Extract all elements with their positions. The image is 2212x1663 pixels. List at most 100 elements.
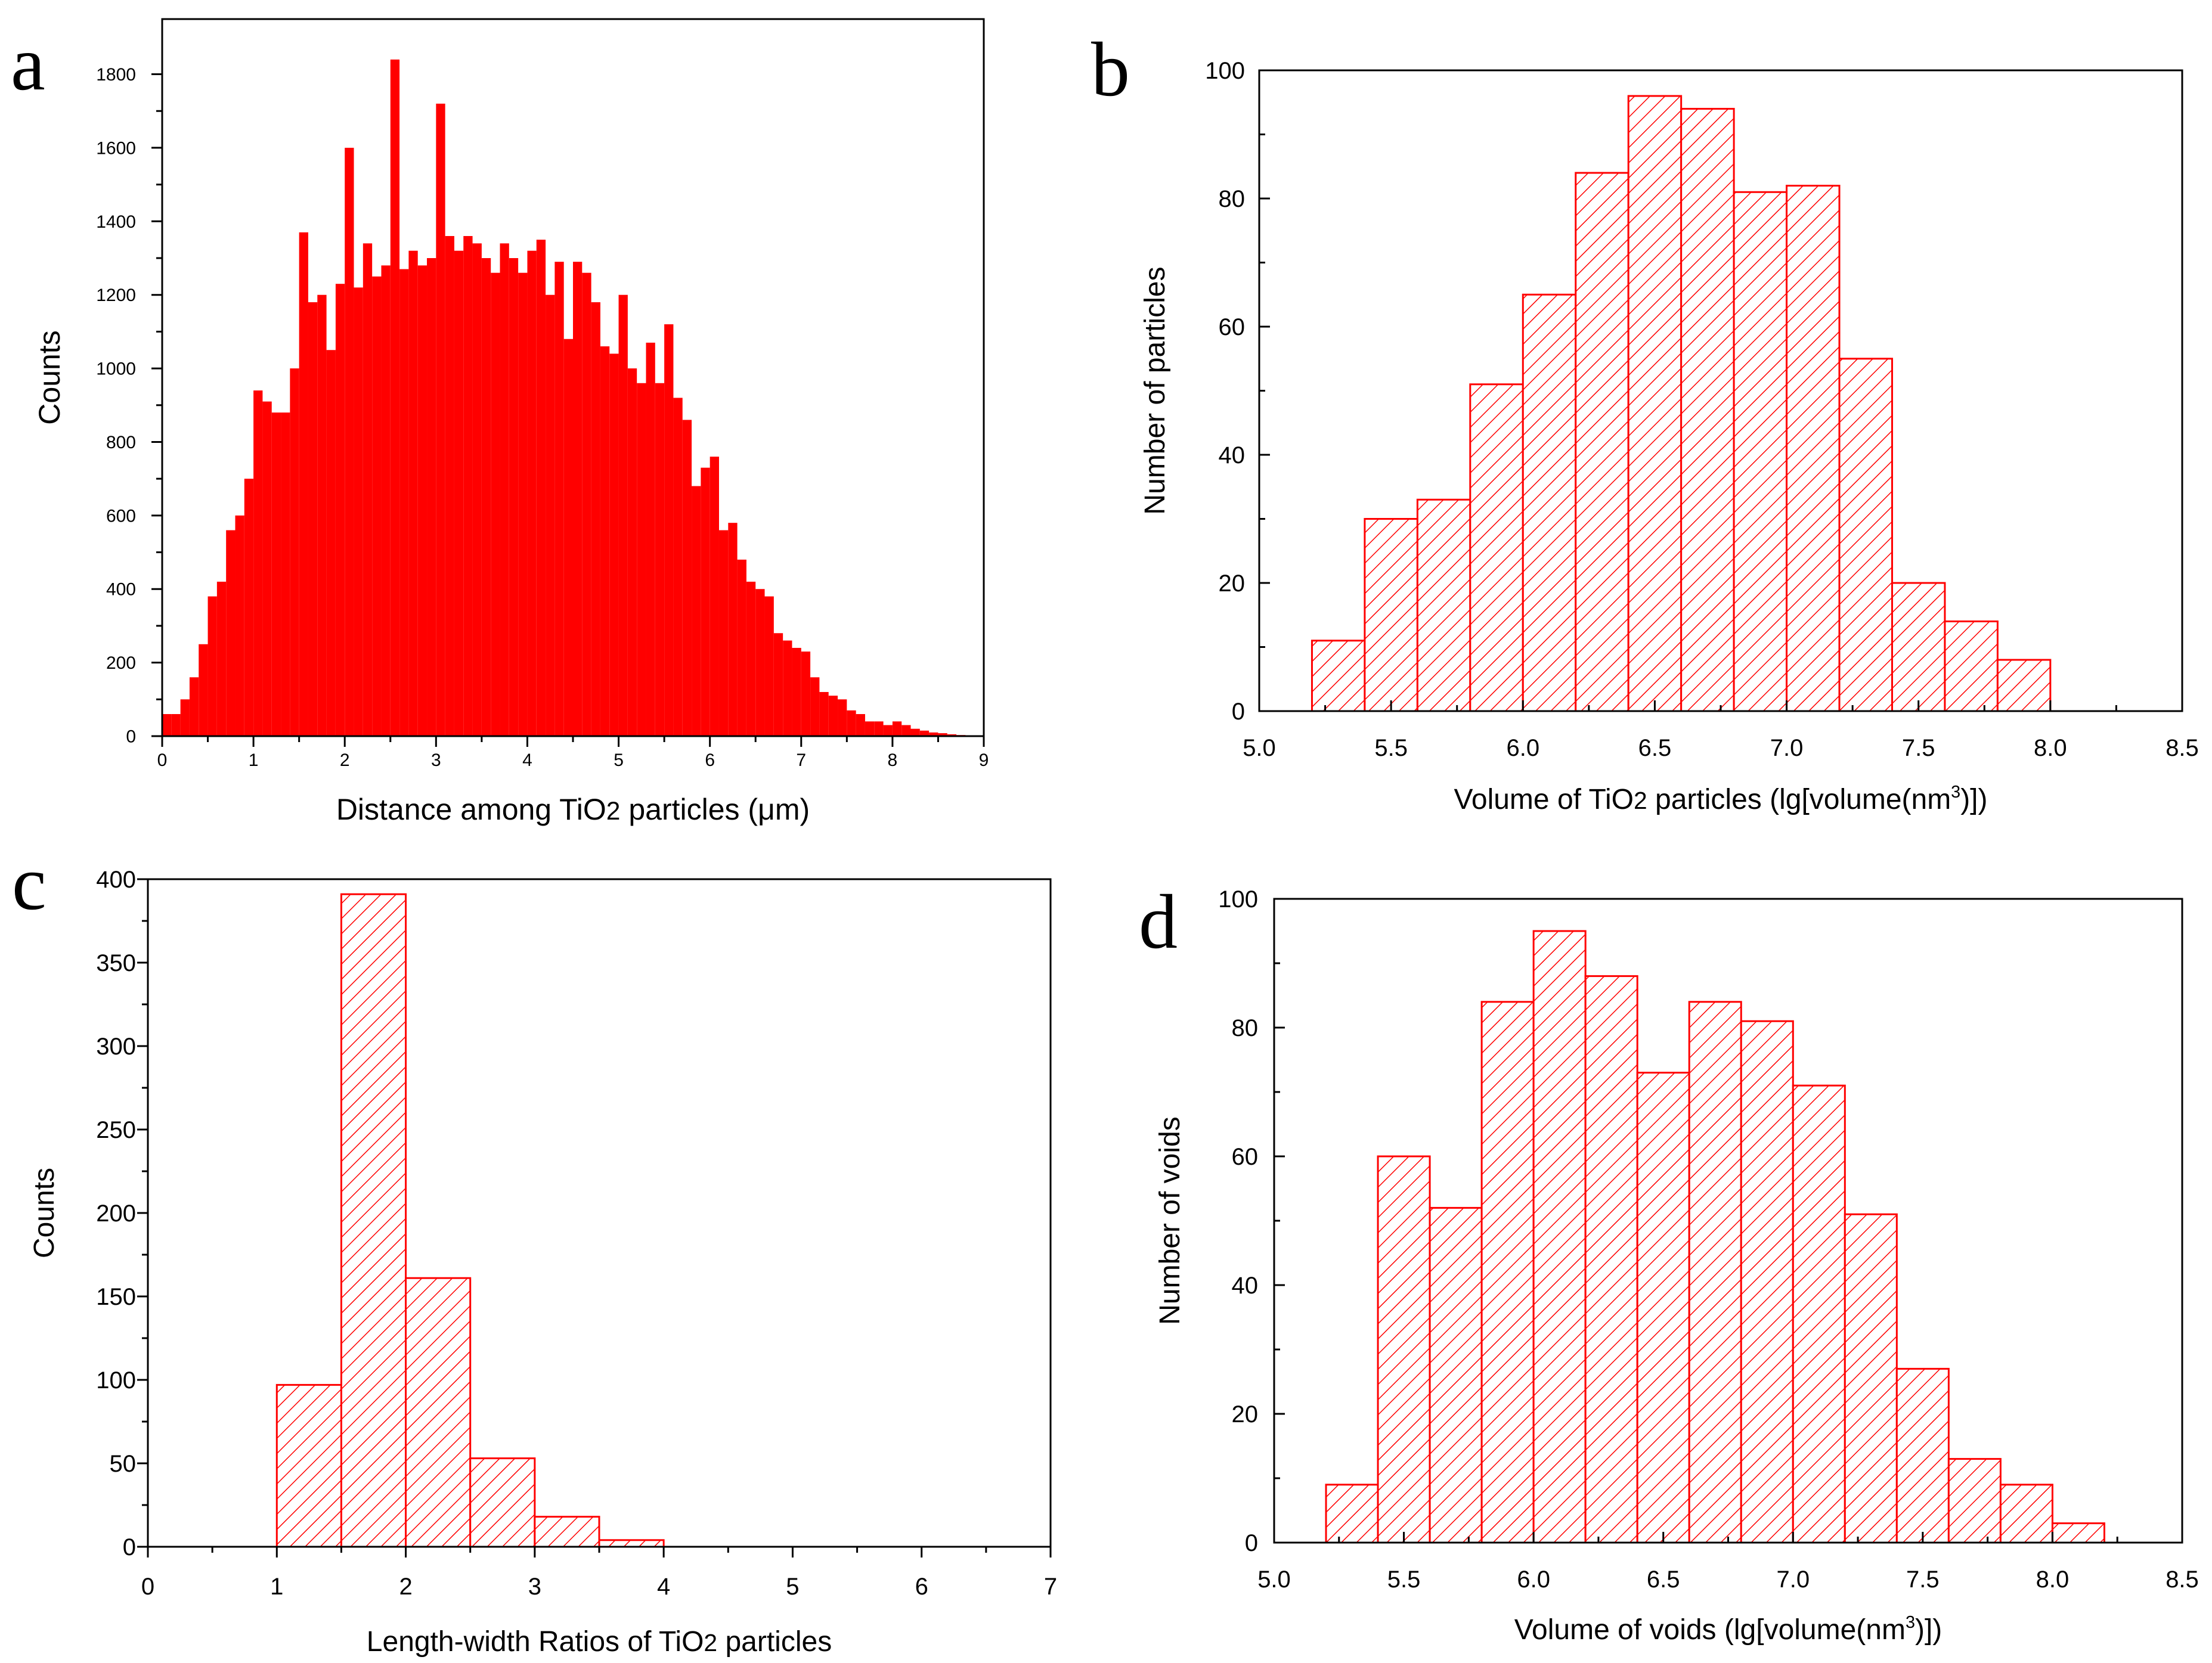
bar [801, 651, 811, 736]
y-tick-label: 1600 [96, 138, 136, 158]
x-tick-label: 5 [614, 750, 624, 770]
bar [253, 390, 263, 736]
x-tick-label: 6.0 [1506, 735, 1539, 761]
bar [655, 383, 665, 736]
y-tick-label: 20 [1219, 570, 1246, 597]
x-tick-label: 0 [157, 750, 168, 770]
y-tick-label: 1800 [96, 65, 136, 85]
bar [226, 530, 236, 736]
bar [527, 250, 537, 737]
bar [609, 353, 619, 736]
bar [682, 420, 692, 736]
x-tick-label: 3 [528, 1574, 541, 1600]
bar [390, 59, 400, 736]
bar [427, 258, 436, 736]
y-tick-label: 40 [1232, 1273, 1259, 1299]
bar [1688, 1001, 1742, 1544]
y-tick-label: 100 [1218, 886, 1258, 913]
bar [1480, 1001, 1535, 1544]
bar [1733, 191, 1788, 712]
bar [1377, 1155, 1431, 1544]
bar [591, 302, 600, 736]
y-axis-label: Counts [33, 330, 66, 424]
y-tick-label: 100 [96, 1367, 136, 1394]
bar [938, 733, 947, 736]
x-tick-label: 8 [888, 750, 898, 770]
y-tick-label: 600 [106, 506, 136, 526]
x-tick-label: 1 [270, 1574, 283, 1600]
panel-letter: d [1139, 879, 1178, 965]
bar [1532, 930, 1587, 1544]
x-tick-label: 5.5 [1387, 1566, 1421, 1593]
bar [1792, 1084, 1846, 1544]
bar [573, 262, 583, 737]
bar [199, 644, 208, 736]
x-tick-label: 2 [399, 1574, 412, 1600]
y-tick-label: 200 [106, 653, 136, 673]
y-tick-label: 60 [1232, 1144, 1259, 1170]
y-tick-label: 200 [96, 1200, 136, 1227]
bar [290, 368, 299, 736]
bar [1522, 293, 1577, 712]
y-tick-label: 0 [126, 727, 136, 747]
y-tick-label: 250 [96, 1117, 136, 1143]
bar [701, 467, 710, 736]
bar [509, 258, 519, 736]
bar [363, 243, 373, 736]
y-tick-label: 0 [1245, 1530, 1258, 1556]
bar [718, 530, 729, 736]
y-tick-label: 1400 [96, 212, 136, 232]
bar [1416, 498, 1471, 712]
x-tick-label: 6.5 [1638, 735, 1672, 761]
bar [518, 272, 528, 737]
bar [1636, 1072, 1690, 1544]
bar [445, 235, 454, 736]
y-axis-label: Number of particles [1139, 266, 1171, 514]
y-tick-label: 100 [1205, 58, 1245, 84]
bar [792, 647, 801, 736]
bar [755, 589, 765, 736]
y-axis-c: 0 50 100 150 200 250 300 350 400 [96, 867, 148, 1560]
bar [892, 721, 902, 736]
bar [710, 457, 719, 736]
bar [1680, 108, 1735, 712]
bar [417, 265, 427, 736]
bar [534, 1516, 600, 1548]
x-axis-label: Volume of voids (lg[volume(nm3)]) [1514, 1613, 1943, 1646]
y-tick-label: 50 [110, 1451, 137, 1477]
bar [317, 294, 327, 736]
bar [737, 559, 746, 736]
x-tick-label: 8.0 [2036, 1566, 2070, 1593]
y-tick-label: 150 [96, 1284, 136, 1310]
bar [340, 893, 407, 1548]
bar [838, 699, 847, 736]
bar [171, 713, 181, 736]
bar [162, 713, 172, 736]
x-tick-label: 5.0 [1243, 735, 1276, 761]
bar [664, 324, 674, 736]
x-tick-label: 2 [340, 750, 350, 770]
bar [746, 581, 756, 736]
y-tick-label: 60 [1219, 314, 1246, 340]
bar [405, 1277, 472, 1548]
bar [281, 412, 290, 736]
bar [262, 401, 272, 736]
bar [1838, 358, 1893, 712]
bar [454, 250, 464, 737]
bar [372, 276, 382, 736]
bar [1364, 518, 1418, 712]
bar [381, 265, 391, 736]
x-tick-label: 6.0 [1517, 1566, 1550, 1593]
x-tick-label: 7.5 [1906, 1566, 1940, 1593]
bar [1944, 620, 1999, 712]
x-tick-label: 5.5 [1374, 735, 1408, 761]
x-tick-label: 8.0 [2034, 735, 2067, 761]
chart-panel-a: 0 1 2 3 4 5 6 7 8 9 0 200 400 600 800 1000 1200 1400 1600 1… [11, 18, 989, 826]
bar [536, 240, 546, 737]
x-tick-label: 7 [796, 750, 806, 770]
bar [646, 342, 655, 736]
y-tick-label: 1000 [96, 359, 136, 379]
bar [910, 728, 920, 736]
x-tick-label: 6 [915, 1574, 928, 1600]
